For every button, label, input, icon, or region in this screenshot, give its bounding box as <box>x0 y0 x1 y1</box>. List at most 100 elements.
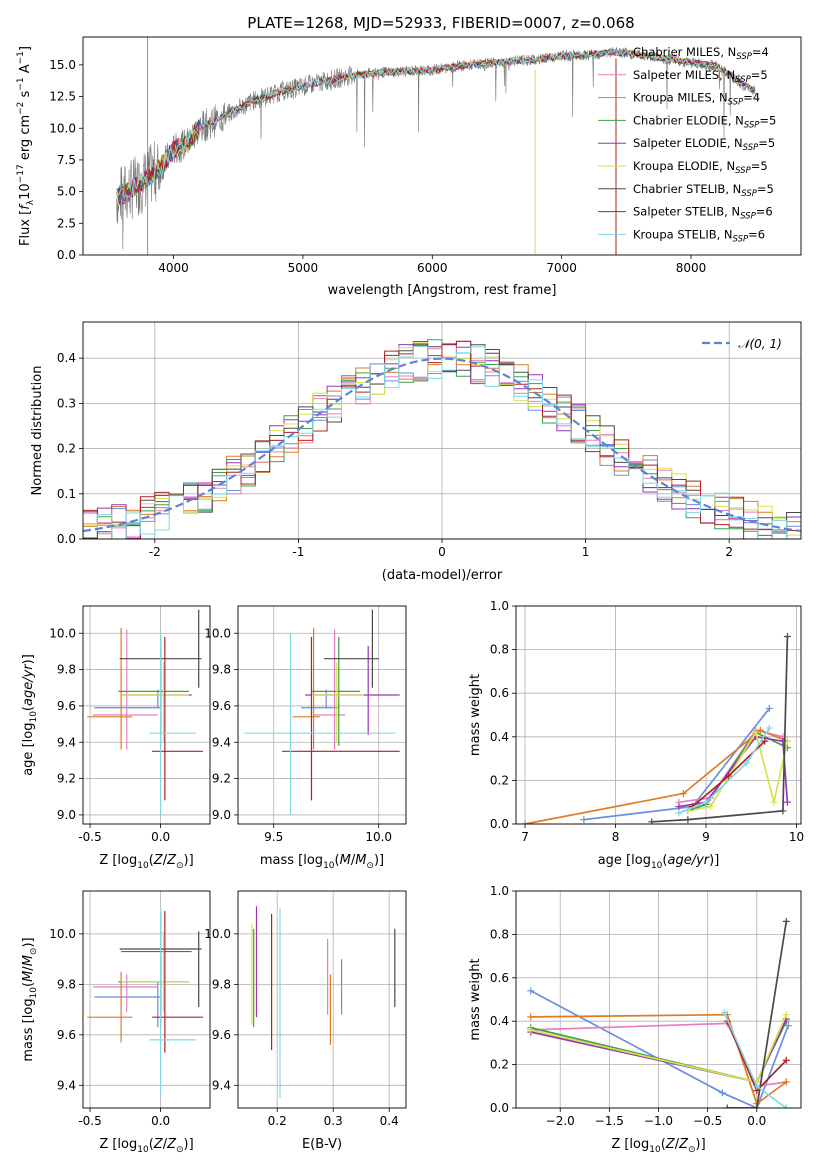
x-tick-label: -1 <box>292 545 304 559</box>
y-tick-label: 2.5 <box>57 216 76 230</box>
legend-label-kroupa-miles: Kroupa MILES, NSSP=4 <box>633 91 760 108</box>
weight-marker-kroupa-miles <box>679 789 687 797</box>
x-tick-label: 6000 <box>417 261 448 275</box>
weight-marker-chabrier-stelib <box>723 1104 731 1108</box>
y-tick-label: 9.4 <box>212 1078 231 1092</box>
y-axis-label: age [log10(age/yr)] <box>21 654 39 776</box>
weight-marker-kroupa-miles <box>527 1013 535 1021</box>
y-tick-label: 0.2 <box>490 1058 509 1072</box>
residuals-frame <box>82 321 802 540</box>
y-tick-label: 10.0 <box>49 121 76 135</box>
figure-title: PLATE=1268, MJD=52933, FIBERID=0007, z=0… <box>247 14 634 32</box>
legend-label-kroupa-stelib: Kroupa STELIB, NSSP=6 <box>633 227 765 244</box>
errorbar-point-kroupa-elodie <box>311 662 364 743</box>
x-tick-label: 8000 <box>676 261 707 275</box>
x-tick-label: 0.0 <box>151 1114 170 1128</box>
axes-mass-weight-vs-age: 7 8 9 10 0.0 0.2 0.4 0.6 0.8 1.0 <box>490 599 804 844</box>
x-axis-label: age [log10(age/yr)] <box>598 853 720 871</box>
y-tick-label: 0.3 <box>57 396 76 410</box>
x-tick-label: −2.0 <box>546 1114 575 1128</box>
axes-mass-vs-Z: -0.5 0.0 9.4 9.6 9.8 10.0 <box>49 891 210 1128</box>
histogram-salpeter-stelib <box>83 340 801 539</box>
errorbars-mass-vs-Z <box>87 908 203 1096</box>
weight-line-chabrier-stelib <box>651 636 789 823</box>
y-tick-label: 0.4 <box>490 1014 509 1028</box>
weight-line-chabrier-stelib <box>727 921 788 1108</box>
errorbar-point-kroupa-stelib <box>149 633 196 815</box>
spectrum-frame <box>82 36 802 256</box>
y-tick-label: 9.2 <box>57 772 76 786</box>
weight-marker-chabrier-stelib <box>782 917 790 925</box>
errorbar-point-chabrier-elodie <box>311 636 360 746</box>
weight-lines-mass-weight-vs-Z <box>527 917 792 1108</box>
x-axis-label: Z [log10(Z/Z⊙)] <box>99 1137 193 1155</box>
x-tick-label: 8 <box>612 830 620 844</box>
weight-marker-chabrier-miles <box>580 816 588 824</box>
legend-label-salpeter-miles: Salpeter MILES, NSSP=5 <box>633 68 768 85</box>
weight-lines-mass-weight-vs-age <box>521 633 791 824</box>
x-tick-label: 9 <box>702 830 710 844</box>
y-tick-label: 1.0 <box>490 599 509 613</box>
x-tick-label: 0.0 <box>151 830 170 844</box>
x-tick-label: 10.0 <box>365 830 392 844</box>
mass-vs-Z-frame <box>82 890 211 1109</box>
legend-label-chabrier-stelib: Chabrier STELIB, NSSP=5 <box>633 182 774 199</box>
mass-vs-ebv-frame <box>237 890 407 1109</box>
errorbar-point-kroupa-miles <box>87 627 133 750</box>
weight-line-kroupa-miles <box>530 1013 787 1106</box>
mass-weight-vs-Z-frame <box>515 890 802 1109</box>
weight-marker-chabrier-stelib <box>779 807 787 815</box>
y-tick-label: 10.0 <box>204 927 231 941</box>
age-vs-Z-frame <box>82 605 211 825</box>
y-tick-label: 9.2 <box>212 772 231 786</box>
weight-marker-kroupa-miles <box>521 820 529 824</box>
y-tick-label: 0.0 <box>490 1101 509 1115</box>
weight-marker-kroupa-elodie <box>527 1026 535 1034</box>
y-tick-label: 0.0 <box>490 817 509 831</box>
weight-line-kroupa-miles <box>524 729 788 824</box>
y-tick-label: 9.8 <box>57 977 76 991</box>
x-tick-label: −1.0 <box>644 1114 673 1128</box>
weight-marker-kroupa-stelib <box>765 724 773 732</box>
x-axis-label: wavelength [Angstrom, rest frame] <box>328 283 557 298</box>
x-axis-label: (data-model)/error <box>382 568 503 583</box>
y-tick-label: 0.8 <box>490 643 509 657</box>
normal-curve <box>83 357 801 533</box>
y-tick-label: 9.8 <box>57 663 76 677</box>
plot-layer: 4000 5000 6000 7000 80000.02.55.07.510.012.5… <box>16 36 804 1155</box>
weight-marker-chabrier-miles <box>718 1089 726 1097</box>
y-tick-label: 0.0 <box>57 248 76 262</box>
x-axis-label: Z [log10(Z/Z⊙)] <box>611 1137 705 1155</box>
y-tick-label: 0.4 <box>57 351 76 365</box>
y-tick-label: 9.6 <box>57 699 76 713</box>
errorbar-point-kroupa-stelib <box>149 908 196 1096</box>
y-tick-label: 9.0 <box>57 808 76 822</box>
y-tick-label: 0.4 <box>490 730 509 744</box>
x-tick-label: 0.3 <box>324 1114 343 1128</box>
legend-label-kroupa-elodie: Kroupa ELODIE, NSSP=5 <box>633 159 768 176</box>
y-axis-label: mass weight <box>468 958 483 1040</box>
x-tick-label: 0 <box>438 545 446 559</box>
x-tick-label: 4000 <box>158 261 189 275</box>
weight-marker-chabrier-miles <box>527 987 535 995</box>
y-tick-label: 0.2 <box>490 773 509 787</box>
x-tick-label: 0.2 <box>268 1114 287 1128</box>
y-tick-label: 0.6 <box>490 971 509 985</box>
weight-marker-kroupa-stelib <box>720 1009 728 1017</box>
errorbar-point-kroupa-miles <box>87 971 133 1043</box>
y-axis-label: mass weight <box>468 674 483 756</box>
x-tick-label: 0.4 <box>380 1114 399 1128</box>
weight-marker-kroupa-stelib <box>782 1104 790 1108</box>
errorbar-point-chabrier-stelib <box>324 609 379 688</box>
y-tick-label: 9.0 <box>212 808 231 822</box>
y-tick-label: 0.2 <box>57 442 76 456</box>
y-tick-label: 9.8 <box>212 663 231 677</box>
x-tick-label: -0.5 <box>78 1114 101 1128</box>
errorbar-point-chabrier-miles <box>94 689 161 709</box>
x-axis-label: Z [log10(Z/Z⊙)] <box>99 853 193 871</box>
legend-label-chabrier-miles: Chabrier MILES, NSSP=4 <box>633 45 769 62</box>
x-tick-label: -0.5 <box>78 830 101 844</box>
legend-label-chabrier-elodie: Chabrier ELODIE, NSSP=5 <box>633 113 776 130</box>
x-tick-label: 7 <box>521 830 529 844</box>
errorbars-age-vs-mass <box>244 609 400 815</box>
